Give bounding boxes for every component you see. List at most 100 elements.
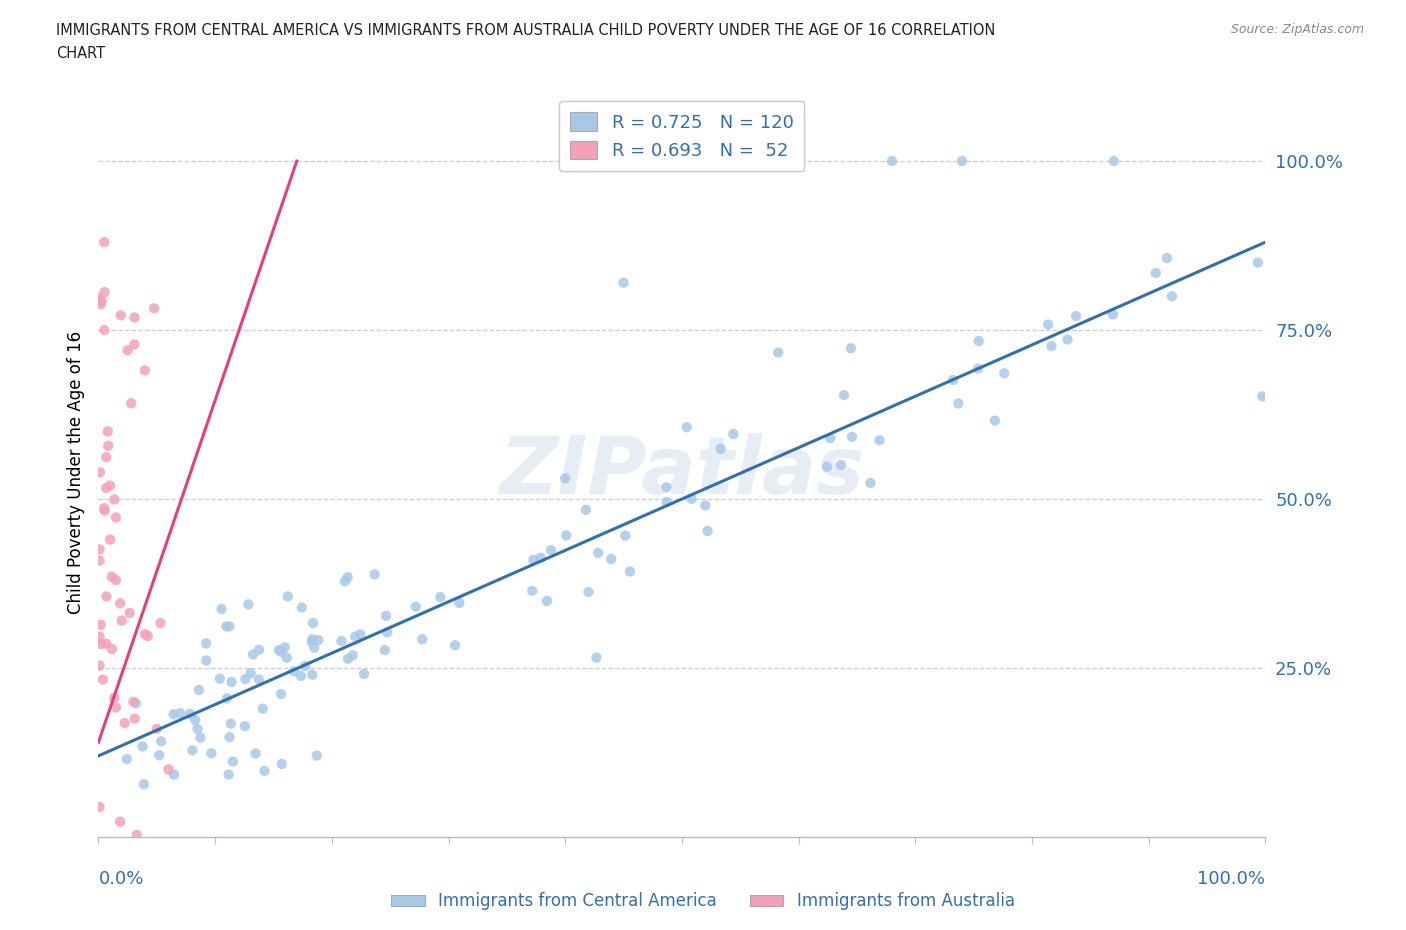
Immigrants from Central America [554,471,576,485]
Immigrants from Australia [93,234,115,249]
Immigrants from Central America [148,748,170,763]
Immigrants from Central America [291,600,314,615]
Immigrants from Central America [1144,265,1167,280]
Immigrants from Central America [270,686,292,701]
Immigrants from Australia [93,501,115,516]
Immigrants from Central America [301,634,323,649]
Immigrants from Central America [302,616,325,631]
Immigrants from Central America [993,365,1015,380]
Immigrants from Australia [136,629,159,644]
Immigrants from Australia [157,762,180,777]
Text: ZIPatlas: ZIPatlas [499,433,865,511]
Immigrants from Australia [89,800,111,815]
Immigrants from Central America [709,441,731,456]
Immigrants from Central America [1056,332,1078,347]
Immigrants from Central America [536,593,558,608]
Immigrants from Central America [1102,153,1125,168]
Immigrants from Central America [270,644,292,659]
Immigrants from Australia [98,478,121,493]
Immigrants from Australia [108,815,131,830]
Immigrants from Australia [104,510,127,525]
Immigrants from Central America [235,671,257,686]
Immigrants from Central America [163,767,186,782]
Immigrants from Australia [94,481,117,496]
Immigrants from Central America [305,748,328,763]
Immigrants from Central America [195,636,218,651]
Immigrants from Australia [90,294,112,309]
Immigrants from Central America [614,528,637,543]
Immigrants from Central America [115,751,138,766]
Immigrants from Australia [93,503,115,518]
Immigrants from Australia [103,690,125,705]
Immigrants from Central America [576,585,599,600]
Immigrants from Central America [522,552,544,567]
Immigrants from Central America [429,590,451,604]
Immigrants from Central America [353,667,375,682]
Immigrants from Central America [948,396,970,411]
Immigrants from Central America [290,669,312,684]
Immigrants from Central America [839,341,862,356]
Immigrants from Central America [215,691,238,706]
Immigrants from Australia [122,695,145,710]
Immigrants from Australia [90,618,112,632]
Immigrants from Central America [655,495,678,510]
Immigrants from Central America [967,334,990,349]
Immigrants from Australia [124,310,146,325]
Immigrants from Central America [696,524,718,538]
Immigrants from Central America [247,672,270,687]
Immigrants from Central America [522,583,544,598]
Immigrants from Central America [301,631,323,646]
Immigrants from Central America [880,153,903,168]
Immigrants from Australia [103,492,125,507]
Immigrants from Central America [150,734,173,749]
Immigrants from Australia [98,532,121,547]
Immigrants from Central America [859,475,882,490]
Text: 0.0%: 0.0% [98,870,143,888]
Immigrants from Central America [342,648,364,663]
Immigrants from Central America [242,647,264,662]
Immigrants from Central America [613,275,636,290]
Immigrants from Central America [307,632,329,647]
Immigrants from Australia [89,465,111,480]
Immigrants from Central America [162,707,184,722]
Immigrants from Central America [179,707,201,722]
Immigrants from Central America [188,683,211,698]
Immigrants from Central America [681,491,703,506]
Immigrants from Central America [675,419,697,434]
Immigrants from Australia [96,589,118,604]
Immigrants from Central America [218,730,240,745]
Immigrants from Central America [239,666,262,681]
Legend: R = 0.725   N = 120, R = 0.693   N =  52: R = 0.725 N = 120, R = 0.693 N = 52 [560,101,804,171]
Immigrants from Central America [1251,389,1274,404]
Y-axis label: Child Poverty Under the Age of 16: Child Poverty Under the Age of 16 [66,330,84,614]
Immigrants from Australia [118,605,141,620]
Immigrants from Central America [270,756,292,771]
Immigrants from Central America [215,619,238,634]
Immigrants from Central America [555,528,578,543]
Immigrants from Central America [540,542,562,557]
Immigrants from Central America [301,667,323,682]
Immigrants from Central America [375,625,398,640]
Immigrants from Central America [274,640,297,655]
Immigrants from Central America [967,361,990,376]
Immigrants from Central America [1040,339,1063,353]
Immigrants from Central America [375,608,398,623]
Immigrants from Australia [111,613,134,628]
Immigrants from Central America [247,643,270,658]
Immigrants from Central America [695,498,717,513]
Immigrants from Australia [89,553,111,568]
Immigrants from Australia [96,450,118,465]
Immigrants from Central America [221,674,243,689]
Immigrants from Central America [304,640,326,655]
Immigrants from Central America [655,480,678,495]
Immigrants from Central America [832,388,855,403]
Immigrants from Central America [600,551,623,566]
Immigrants from Central America [200,746,222,761]
Immigrants from Central America [449,595,471,610]
Immigrants from Central America [218,767,240,782]
Immigrants from Central America [815,459,838,474]
Immigrants from Australia [143,301,166,316]
Immigrants from Australia [89,658,111,673]
Immigrants from Central America [267,643,290,658]
Legend: Immigrants from Central America, Immigrants from Australia: Immigrants from Central America, Immigra… [385,885,1021,917]
